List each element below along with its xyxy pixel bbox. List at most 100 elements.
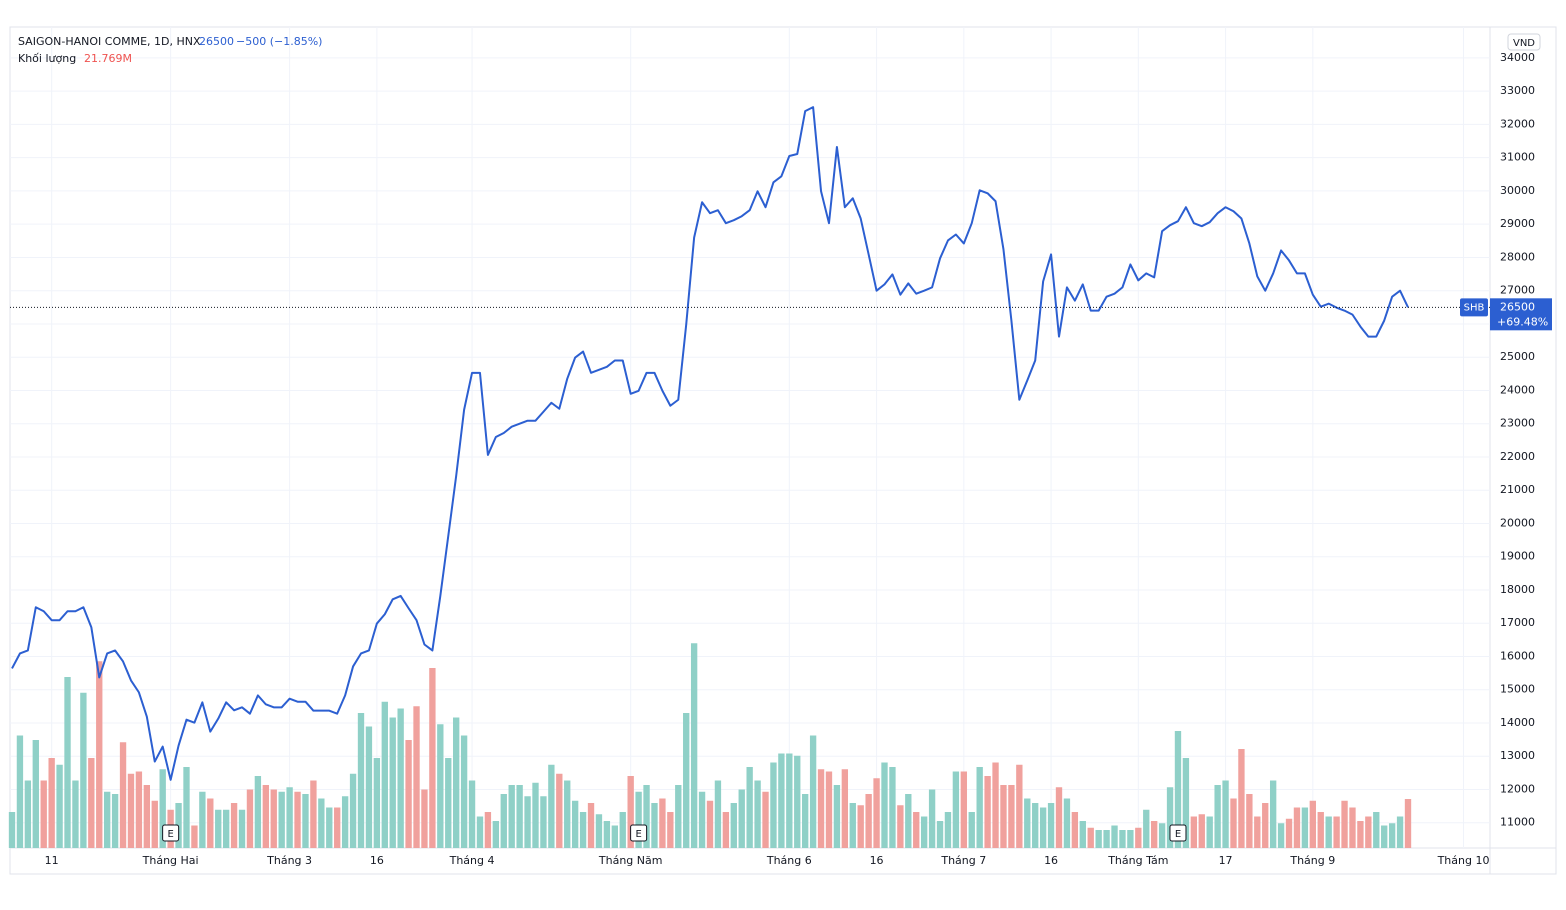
volume-bar xyxy=(207,798,214,848)
volume-bar xyxy=(579,812,587,848)
volume-bar xyxy=(690,643,698,848)
volume-bar xyxy=(564,780,571,848)
volume-bar xyxy=(96,661,103,848)
y-tick-label: 33000 xyxy=(1500,84,1535,97)
volume-bar xyxy=(643,785,650,848)
volume-bar xyxy=(88,758,95,848)
volume-bar xyxy=(373,758,381,848)
volume-bar xyxy=(421,789,428,848)
price-change: −500 (−1.85%) xyxy=(236,35,322,48)
volume-bar xyxy=(397,708,404,848)
volume-bar xyxy=(849,803,856,848)
currency-label[interactable]: VND xyxy=(1513,38,1535,49)
y-tick-label: 18000 xyxy=(1500,583,1535,596)
volume-bar xyxy=(1055,787,1063,848)
volume-bar xyxy=(1151,821,1158,848)
volume-bar xyxy=(476,816,484,848)
volume-bar xyxy=(675,785,682,848)
volume-bar xyxy=(532,782,539,848)
volume-bar xyxy=(1000,785,1007,848)
volume-bar xyxy=(1341,800,1348,848)
volume-bar xyxy=(1246,794,1253,848)
volume-bar xyxy=(722,812,730,848)
volume-bar xyxy=(48,758,55,848)
volume-bar xyxy=(1135,827,1142,848)
volume-bar xyxy=(270,789,277,848)
grid xyxy=(10,27,1490,848)
volume-bar xyxy=(381,701,388,848)
y-tick-label: 24000 xyxy=(1500,383,1535,396)
volume-bar xyxy=(825,771,833,848)
volume-bar xyxy=(199,791,206,848)
volume-bar xyxy=(897,805,904,848)
volume-bar xyxy=(611,825,618,848)
volume-bar xyxy=(905,794,912,848)
y-tick-label: 23000 xyxy=(1500,417,1535,430)
volume-bar xyxy=(1333,816,1340,848)
volume-bar xyxy=(1396,816,1404,848)
volume-bar xyxy=(143,785,151,848)
volume-bar xyxy=(651,803,658,848)
volume-bar xyxy=(326,807,333,848)
volume-bar xyxy=(119,742,127,848)
volume-bar xyxy=(698,791,706,848)
y-tick-label: 15000 xyxy=(1500,683,1535,696)
volume-bar xyxy=(445,758,452,848)
volume-bar xyxy=(215,809,222,848)
volume-bar xyxy=(1373,812,1380,848)
volume-bar xyxy=(1127,830,1134,848)
volume-bar xyxy=(1365,816,1372,848)
volume-bar xyxy=(104,791,111,848)
chart-frame xyxy=(9,26,1557,875)
volume-bar xyxy=(230,803,238,848)
x-tick-label: Tháng 9 xyxy=(1289,854,1335,867)
currency-box[interactable] xyxy=(1507,33,1541,51)
volume-bar xyxy=(72,780,79,848)
event-label: E xyxy=(1175,829,1181,840)
x-tick-label: Tháng 3 xyxy=(266,854,312,867)
volume-bar xyxy=(1087,827,1094,848)
volume-bar xyxy=(960,771,967,848)
volume-bar xyxy=(135,771,143,848)
volume-bar xyxy=(833,785,841,848)
volume-bar xyxy=(944,812,952,848)
volume-bar xyxy=(746,767,753,848)
x-tick-label: Tháng Tám xyxy=(1107,854,1168,867)
volume-bar xyxy=(349,773,357,848)
volume-bar xyxy=(706,800,714,848)
ticker-label: SHB xyxy=(1464,302,1485,313)
event-label: E xyxy=(635,829,641,840)
volume-bar xyxy=(952,771,960,848)
event-box xyxy=(630,824,648,842)
volume-bar xyxy=(460,735,468,848)
y-tick-label: 27000 xyxy=(1500,284,1535,297)
volume-bar xyxy=(817,769,825,848)
volume-bar xyxy=(1293,807,1301,848)
price-box xyxy=(1490,298,1552,331)
volume-bar xyxy=(389,717,396,848)
volume-bar xyxy=(1254,816,1261,848)
volume-bar xyxy=(730,803,737,848)
volume-bar xyxy=(920,816,928,848)
volume-bar xyxy=(865,794,872,848)
volume-bar xyxy=(873,778,880,848)
volume-bar xyxy=(984,776,991,848)
volume-bar xyxy=(254,776,262,848)
volume-bar xyxy=(1190,816,1198,848)
y-tick-label: 29000 xyxy=(1500,217,1535,230)
volume-bar xyxy=(778,753,785,848)
volume-bar xyxy=(64,677,71,848)
y-tick-label: 21000 xyxy=(1500,483,1535,496)
volume-bar xyxy=(587,803,595,848)
volume-bar xyxy=(841,769,849,848)
volume-bar xyxy=(1301,807,1309,848)
volume-bar xyxy=(976,767,983,848)
volume-bar xyxy=(310,780,317,848)
volume-bar xyxy=(738,789,745,848)
volume-bar xyxy=(1198,814,1205,848)
price-box-change: +69.48% xyxy=(1497,315,1548,328)
volume-bar xyxy=(1349,807,1356,848)
volume-bar xyxy=(429,668,436,848)
volume-bar xyxy=(571,800,579,848)
price-line xyxy=(11,106,1409,781)
